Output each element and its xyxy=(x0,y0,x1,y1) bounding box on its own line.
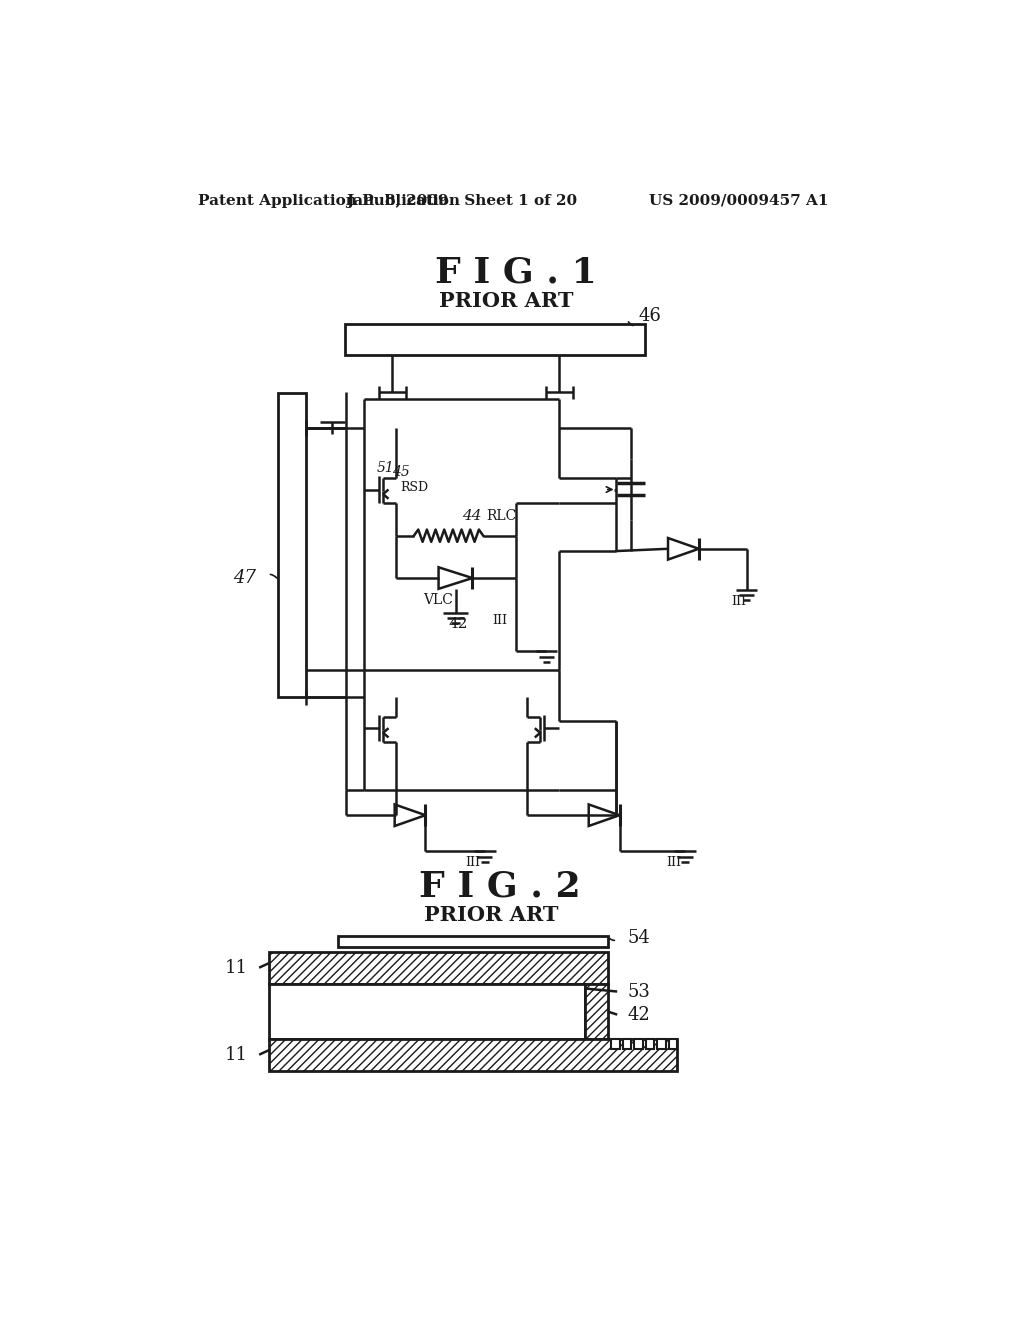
Text: 54: 54 xyxy=(628,929,650,946)
Bar xyxy=(279,393,306,697)
Text: 11: 11 xyxy=(224,1045,248,1064)
Text: Patent Application Publication: Patent Application Publication xyxy=(199,194,461,207)
Bar xyxy=(269,952,608,983)
Text: 45: 45 xyxy=(392,465,410,479)
Text: III: III xyxy=(731,594,746,607)
Bar xyxy=(585,983,608,1039)
Bar xyxy=(657,1039,666,1048)
Text: III: III xyxy=(493,614,508,627)
Text: PRIOR ART: PRIOR ART xyxy=(424,904,558,924)
Text: US 2009/0009457 A1: US 2009/0009457 A1 xyxy=(649,194,828,207)
Text: III: III xyxy=(466,857,480,870)
Bar xyxy=(669,1039,677,1048)
Text: RLC: RLC xyxy=(486,510,516,524)
Bar xyxy=(623,1039,631,1048)
Bar xyxy=(634,1039,643,1048)
Text: 51: 51 xyxy=(377,461,394,475)
Bar xyxy=(269,983,585,1039)
Text: F I G . 1: F I G . 1 xyxy=(434,255,596,289)
Bar xyxy=(339,936,608,946)
Text: 11: 11 xyxy=(224,958,248,977)
Bar xyxy=(611,1039,620,1048)
Text: 53: 53 xyxy=(628,982,650,1001)
Text: RSD: RSD xyxy=(400,482,428,495)
Text: VLC: VLC xyxy=(423,593,453,607)
Text: 46: 46 xyxy=(639,308,662,325)
Text: PRIOR ART: PRIOR ART xyxy=(439,290,573,310)
Text: 47: 47 xyxy=(233,569,256,587)
Bar xyxy=(646,1039,654,1048)
Text: Jan. 8, 2009   Sheet 1 of 20: Jan. 8, 2009 Sheet 1 of 20 xyxy=(346,194,578,207)
Bar xyxy=(269,1039,677,1071)
Text: 44: 44 xyxy=(462,510,481,524)
Text: 42: 42 xyxy=(449,618,468,631)
Text: F I G . 2: F I G . 2 xyxy=(420,869,581,903)
Bar xyxy=(345,323,645,355)
Text: III: III xyxy=(666,857,681,870)
Text: 42: 42 xyxy=(628,1006,650,1023)
